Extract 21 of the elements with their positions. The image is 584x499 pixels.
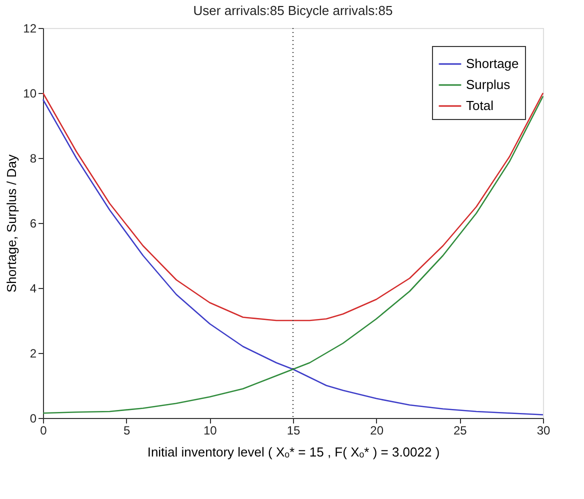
y-tick-label: 12 — [23, 22, 37, 36]
y-tick-label: 8 — [30, 152, 37, 166]
legend-label: Surplus — [466, 77, 511, 92]
line-series — [42, 92, 544, 322]
y-tick-label: 10 — [23, 86, 37, 100]
x-tick-label: 25 — [453, 424, 468, 438]
x-axis-title: Initial inventory level ( Xₒ* = 15 , F( Xₒ* ) = 3.0022 ) — [147, 444, 440, 460]
x-tick-label: 5 — [123, 424, 130, 438]
y-axis-title: Shortage, Surplus / Day — [4, 154, 20, 293]
x-tick-label: 10 — [203, 424, 218, 438]
y-tick-label: 2 — [30, 346, 37, 360]
y-tick-label: 6 — [30, 216, 37, 230]
legend-label: Total — [466, 98, 494, 113]
x-tick-label: 20 — [370, 424, 384, 438]
x-tick-label: 30 — [536, 424, 550, 438]
legend-label: Shortage — [466, 56, 519, 71]
y-tick-label: 0 — [30, 412, 37, 426]
y-tick-label: 4 — [30, 282, 37, 296]
x-tick-label: 0 — [40, 424, 48, 438]
x-tick-label: 15 — [286, 424, 300, 438]
chart-title: User arrivals:85 Bicycle arrivals:85 — [193, 3, 393, 18]
